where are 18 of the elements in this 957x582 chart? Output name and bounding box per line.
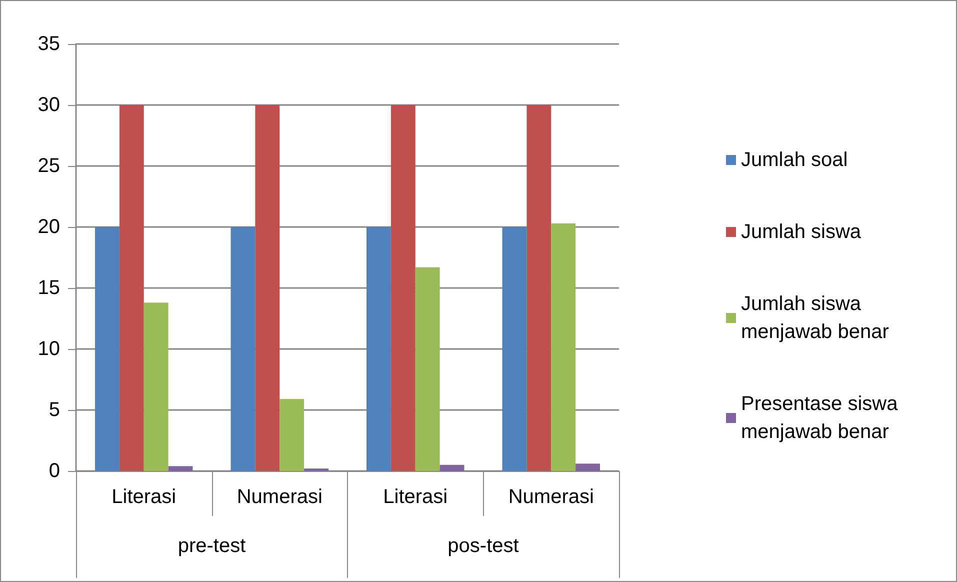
- legend-label: Jumlah soal: [741, 149, 848, 171]
- x-tick-label: Numerasi: [236, 486, 322, 508]
- y-tick-label: 0: [48, 460, 60, 482]
- legend-label: Jumlah siswa: [741, 221, 862, 243]
- legend-label: Jumlah siswa menjawab benar: [741, 293, 890, 343]
- y-tick-label: 30: [38, 94, 60, 116]
- x-tick-label: Numerasi: [508, 486, 594, 508]
- y-tick-label: 35: [38, 33, 60, 55]
- y-tick-label: 25: [38, 155, 60, 177]
- y-tick-label: 15: [38, 277, 60, 299]
- x-tick-label: Literasi: [112, 486, 176, 508]
- legend-label: Presentase siswa menjawab benar: [741, 393, 904, 443]
- text: pre-test: [178, 535, 246, 557]
- text: pos-test: [448, 535, 520, 557]
- y-tick-label: 10: [38, 338, 60, 360]
- y-tick-label: 5: [48, 399, 60, 421]
- y-tick-label: 20: [38, 216, 60, 238]
- x-tick-label: Literasi: [383, 486, 448, 508]
